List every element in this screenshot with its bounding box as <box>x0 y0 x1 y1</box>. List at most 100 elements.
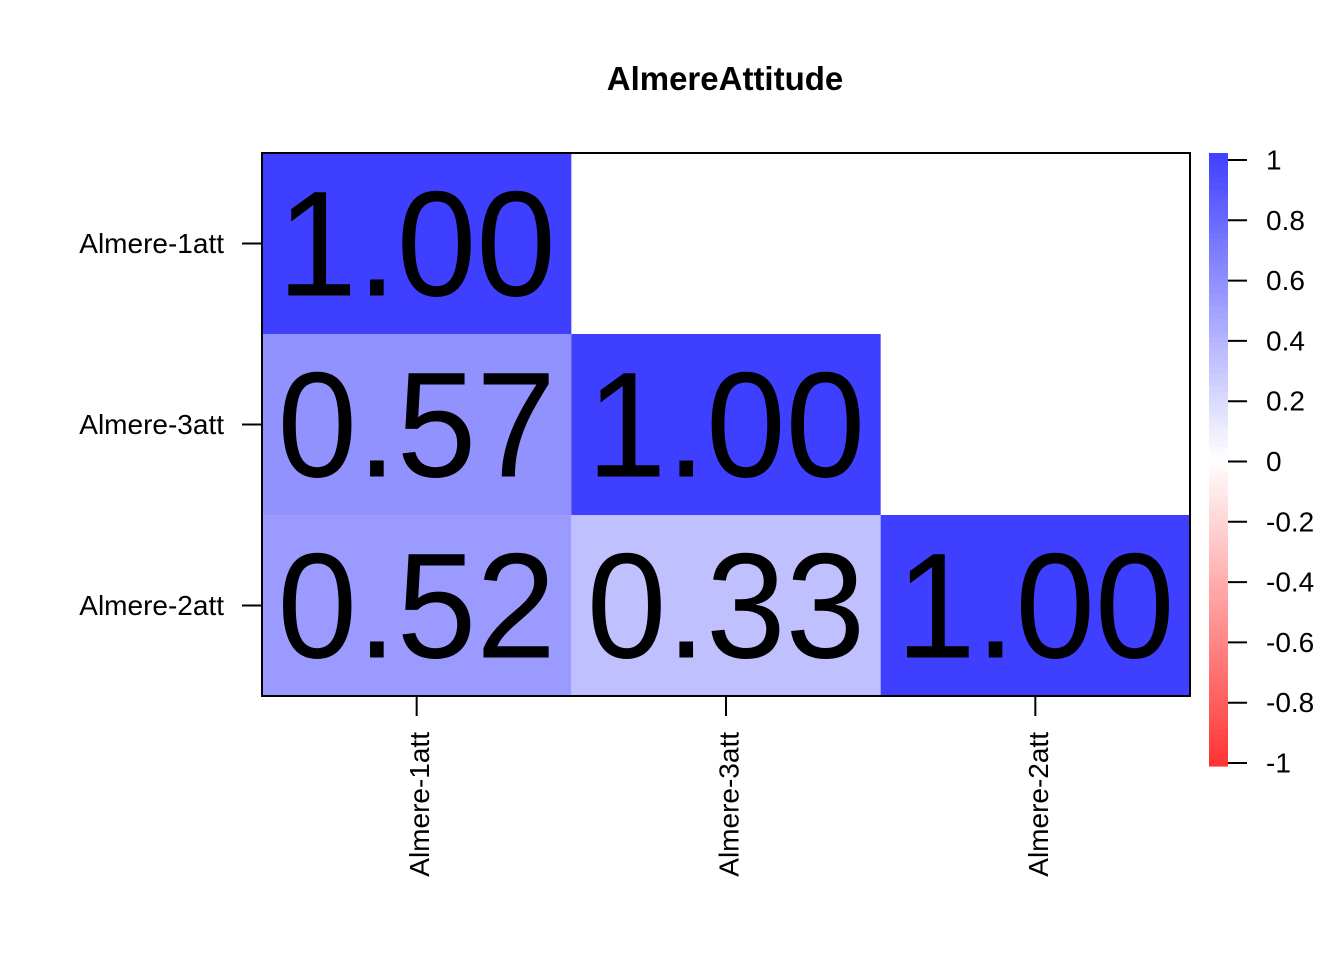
legend-gradient-step <box>1209 477 1228 485</box>
legend-gradient-step <box>1209 759 1228 767</box>
legend-gradient-step <box>1209 428 1228 436</box>
legend-tick-label: -1 <box>1266 748 1291 779</box>
legend-gradient-step <box>1209 238 1228 246</box>
legend-gradient-step <box>1209 704 1228 712</box>
x-tick-label: Almere-2att <box>1023 732 1054 877</box>
legend-gradient-step <box>1209 177 1228 185</box>
cell-value-label: 1.00 <box>277 160 555 328</box>
legend-gradient-step <box>1209 520 1228 528</box>
legend-gradient-step <box>1209 533 1228 540</box>
legend-tick-label: -0.2 <box>1266 506 1314 537</box>
legend-gradient-step <box>1209 275 1228 283</box>
cell-value-label: 1.00 <box>896 522 1174 690</box>
legend-gradient-step <box>1209 563 1228 571</box>
heatmap-cell <box>262 153 572 334</box>
legend-gradient-step <box>1209 404 1228 412</box>
legend-gradient-step <box>1209 606 1228 614</box>
legend-gradient-step <box>1209 214 1228 222</box>
legend-gradient-step <box>1209 441 1228 448</box>
heatmap-cell <box>262 515 572 696</box>
legend-gradient-step <box>1209 588 1228 595</box>
legend-tick-label: 0.4 <box>1266 325 1305 356</box>
legend-gradient-step <box>1209 716 1228 724</box>
legend-gradient-step <box>1209 330 1228 338</box>
legend-gradient-step <box>1209 747 1228 755</box>
legend-gradient-step <box>1209 502 1228 510</box>
legend-tick-label: 0 <box>1266 446 1282 477</box>
legend-gradient-step <box>1209 195 1228 203</box>
y-tick-label: Almere-1att <box>79 228 224 259</box>
legend-gradient-step <box>1209 293 1228 301</box>
legend-gradient-step <box>1209 244 1228 252</box>
legend-gradient-step <box>1209 324 1228 332</box>
legend-gradient-step <box>1209 557 1228 565</box>
legend-gradient-step <box>1209 410 1228 418</box>
legend-gradient-step <box>1209 508 1228 516</box>
legend-gradient-step <box>1209 379 1228 387</box>
legend-gradient-step <box>1209 526 1228 534</box>
legend-gradient-step <box>1209 159 1228 166</box>
legend-gradient-step <box>1209 735 1228 743</box>
legend-gradient-step <box>1209 539 1228 546</box>
legend-gradient-step <box>1209 312 1228 320</box>
legend-gradient-step <box>1209 649 1228 657</box>
legend-tick-label: 1 <box>1266 145 1282 176</box>
legend-gradient-step <box>1209 686 1228 694</box>
legend-gradient-step <box>1209 618 1228 626</box>
legend-gradient-step <box>1209 269 1228 277</box>
legend-gradient-step <box>1209 753 1228 761</box>
legend-gradient-step <box>1209 710 1228 718</box>
legend-gradient-step <box>1209 208 1228 215</box>
legend-gradient-step <box>1209 661 1228 669</box>
legend-gradient-step <box>1209 318 1228 326</box>
legend-gradient-step <box>1209 741 1228 749</box>
legend-gradient-step <box>1209 263 1228 271</box>
legend-gradient-step <box>1209 306 1228 313</box>
legend-gradient-step <box>1209 655 1228 663</box>
legend-tick-label: 0.6 <box>1266 265 1305 296</box>
legend-gradient-step <box>1209 392 1228 399</box>
legend-gradient-step <box>1209 698 1228 706</box>
legend-gradient-step <box>1209 594 1228 602</box>
y-axis: Almere-1att Almere-3att Almere-2att <box>79 228 262 621</box>
legend-gradient-step <box>1209 434 1228 442</box>
legend-gradient-step <box>1209 674 1228 681</box>
legend-gradient-step <box>1209 189 1228 197</box>
legend-gradient-step <box>1209 398 1228 405</box>
y-tick-label: Almere-3att <box>79 409 224 440</box>
legend-gradient-step <box>1209 465 1228 473</box>
legend-gradient-step <box>1209 171 1228 179</box>
legend-gradient-step <box>1209 257 1228 264</box>
legend-gradient-step <box>1209 582 1228 589</box>
legend-gradient-step <box>1209 643 1228 651</box>
legend-tick-label: 0.8 <box>1266 205 1305 236</box>
legend-gradient-step <box>1209 729 1228 736</box>
legend-gradient-step <box>1209 631 1228 638</box>
legend-gradient-step <box>1209 625 1228 632</box>
legend-gradient-step <box>1209 367 1228 375</box>
legend-gradient-step <box>1209 343 1228 350</box>
legend-gradient-step <box>1209 545 1228 553</box>
y-tick-label: Almere-2att <box>79 590 224 621</box>
legend-tick-label: -0.8 <box>1266 687 1314 718</box>
legend-gradient-step <box>1209 453 1228 461</box>
legend-tick-label: -0.6 <box>1266 627 1314 658</box>
heatmap-cell <box>262 334 572 515</box>
legend-gradient-step <box>1209 153 1228 160</box>
legend-gradient-step <box>1209 361 1228 369</box>
cell-value-label: 0.33 <box>587 522 865 690</box>
legend-gradient-step <box>1209 336 1228 344</box>
legend-gradient-step <box>1209 459 1228 467</box>
legend-gradient-step <box>1209 569 1228 577</box>
legend-gradient-step <box>1209 416 1228 424</box>
legend-tick-label: -0.4 <box>1266 567 1314 598</box>
legend-gradient-step <box>1209 692 1228 700</box>
legend-gradient-step <box>1209 251 1228 258</box>
heatmap-cells: 1.000.57 1.000.52 0.33 1.00 <box>262 153 1190 696</box>
heatmap-cell <box>880 515 1190 696</box>
legend-gradient-step <box>1209 349 1228 356</box>
legend-gradient-step <box>1209 281 1228 289</box>
legend-gradient-step <box>1209 680 1228 687</box>
cell-value-label: 0.52 <box>277 522 555 690</box>
